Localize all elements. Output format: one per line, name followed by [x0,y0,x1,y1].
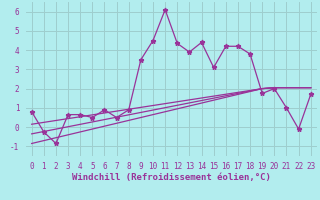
X-axis label: Windchill (Refroidissement éolien,°C): Windchill (Refroidissement éolien,°C) [72,173,271,182]
